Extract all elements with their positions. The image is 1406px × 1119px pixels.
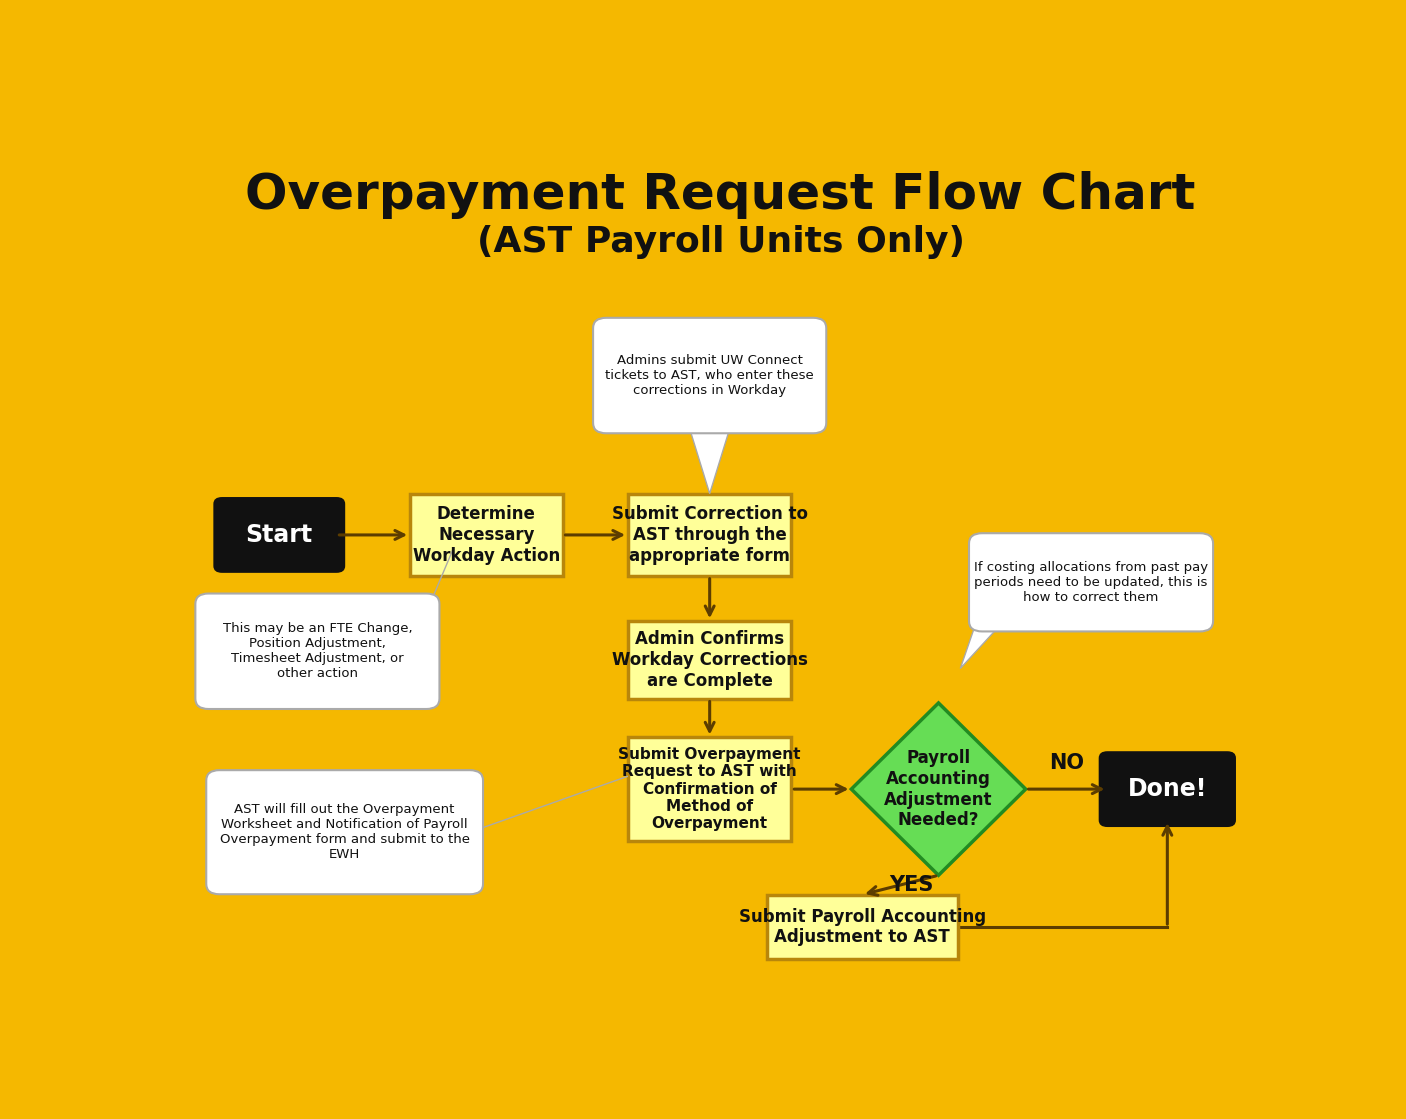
Text: Determine
Necessary
Workday Action: Determine Necessary Workday Action — [413, 505, 560, 565]
Text: If costing allocations from past pay
periods need to be updated, this is
how to : If costing allocations from past pay per… — [974, 561, 1208, 604]
Polygon shape — [960, 621, 1004, 668]
Text: Submit Overpayment
Request to AST with
Confirmation of
Method of
Overpayment: Submit Overpayment Request to AST with C… — [619, 746, 801, 831]
Polygon shape — [411, 548, 454, 651]
FancyBboxPatch shape — [628, 621, 792, 698]
FancyBboxPatch shape — [628, 493, 792, 576]
Polygon shape — [688, 423, 731, 493]
FancyBboxPatch shape — [1098, 751, 1236, 827]
FancyBboxPatch shape — [766, 895, 957, 959]
Text: Start: Start — [246, 523, 312, 547]
Text: Submit Correction to
AST through the
appropriate form: Submit Correction to AST through the app… — [612, 505, 807, 565]
Text: Overpayment Request Flow Chart: Overpayment Request Flow Chart — [246, 170, 1195, 218]
Polygon shape — [852, 703, 1026, 875]
FancyBboxPatch shape — [214, 497, 346, 573]
Text: YES: YES — [889, 875, 934, 895]
Text: Done!: Done! — [1128, 777, 1206, 801]
FancyBboxPatch shape — [411, 493, 562, 576]
Text: Payroll
Accounting
Adjustment
Needed?: Payroll Accounting Adjustment Needed? — [884, 749, 993, 829]
Text: (AST Payroll Units Only): (AST Payroll Units Only) — [477, 225, 965, 258]
FancyBboxPatch shape — [628, 737, 792, 840]
Text: Admin Confirms
Workday Corrections
are Complete: Admin Confirms Workday Corrections are C… — [612, 630, 807, 689]
Text: This may be an FTE Change,
Position Adjustment,
Timesheet Adjustment, or
other a: This may be an FTE Change, Position Adju… — [222, 622, 412, 680]
Text: Admins submit UW Connect
tickets to AST, who enter these
corrections in Workday: Admins submit UW Connect tickets to AST,… — [606, 354, 814, 397]
FancyBboxPatch shape — [207, 770, 484, 894]
FancyBboxPatch shape — [593, 318, 827, 433]
FancyBboxPatch shape — [195, 593, 440, 709]
Text: Submit Payroll Accounting
Adjustment to AST: Submit Payroll Accounting Adjustment to … — [738, 908, 986, 947]
Polygon shape — [470, 777, 628, 833]
Text: AST will fill out the Overpayment
Worksheet and Notification of Payroll
Overpaym: AST will fill out the Overpayment Worksh… — [219, 803, 470, 862]
Text: NO: NO — [1049, 753, 1084, 773]
FancyBboxPatch shape — [969, 534, 1213, 631]
